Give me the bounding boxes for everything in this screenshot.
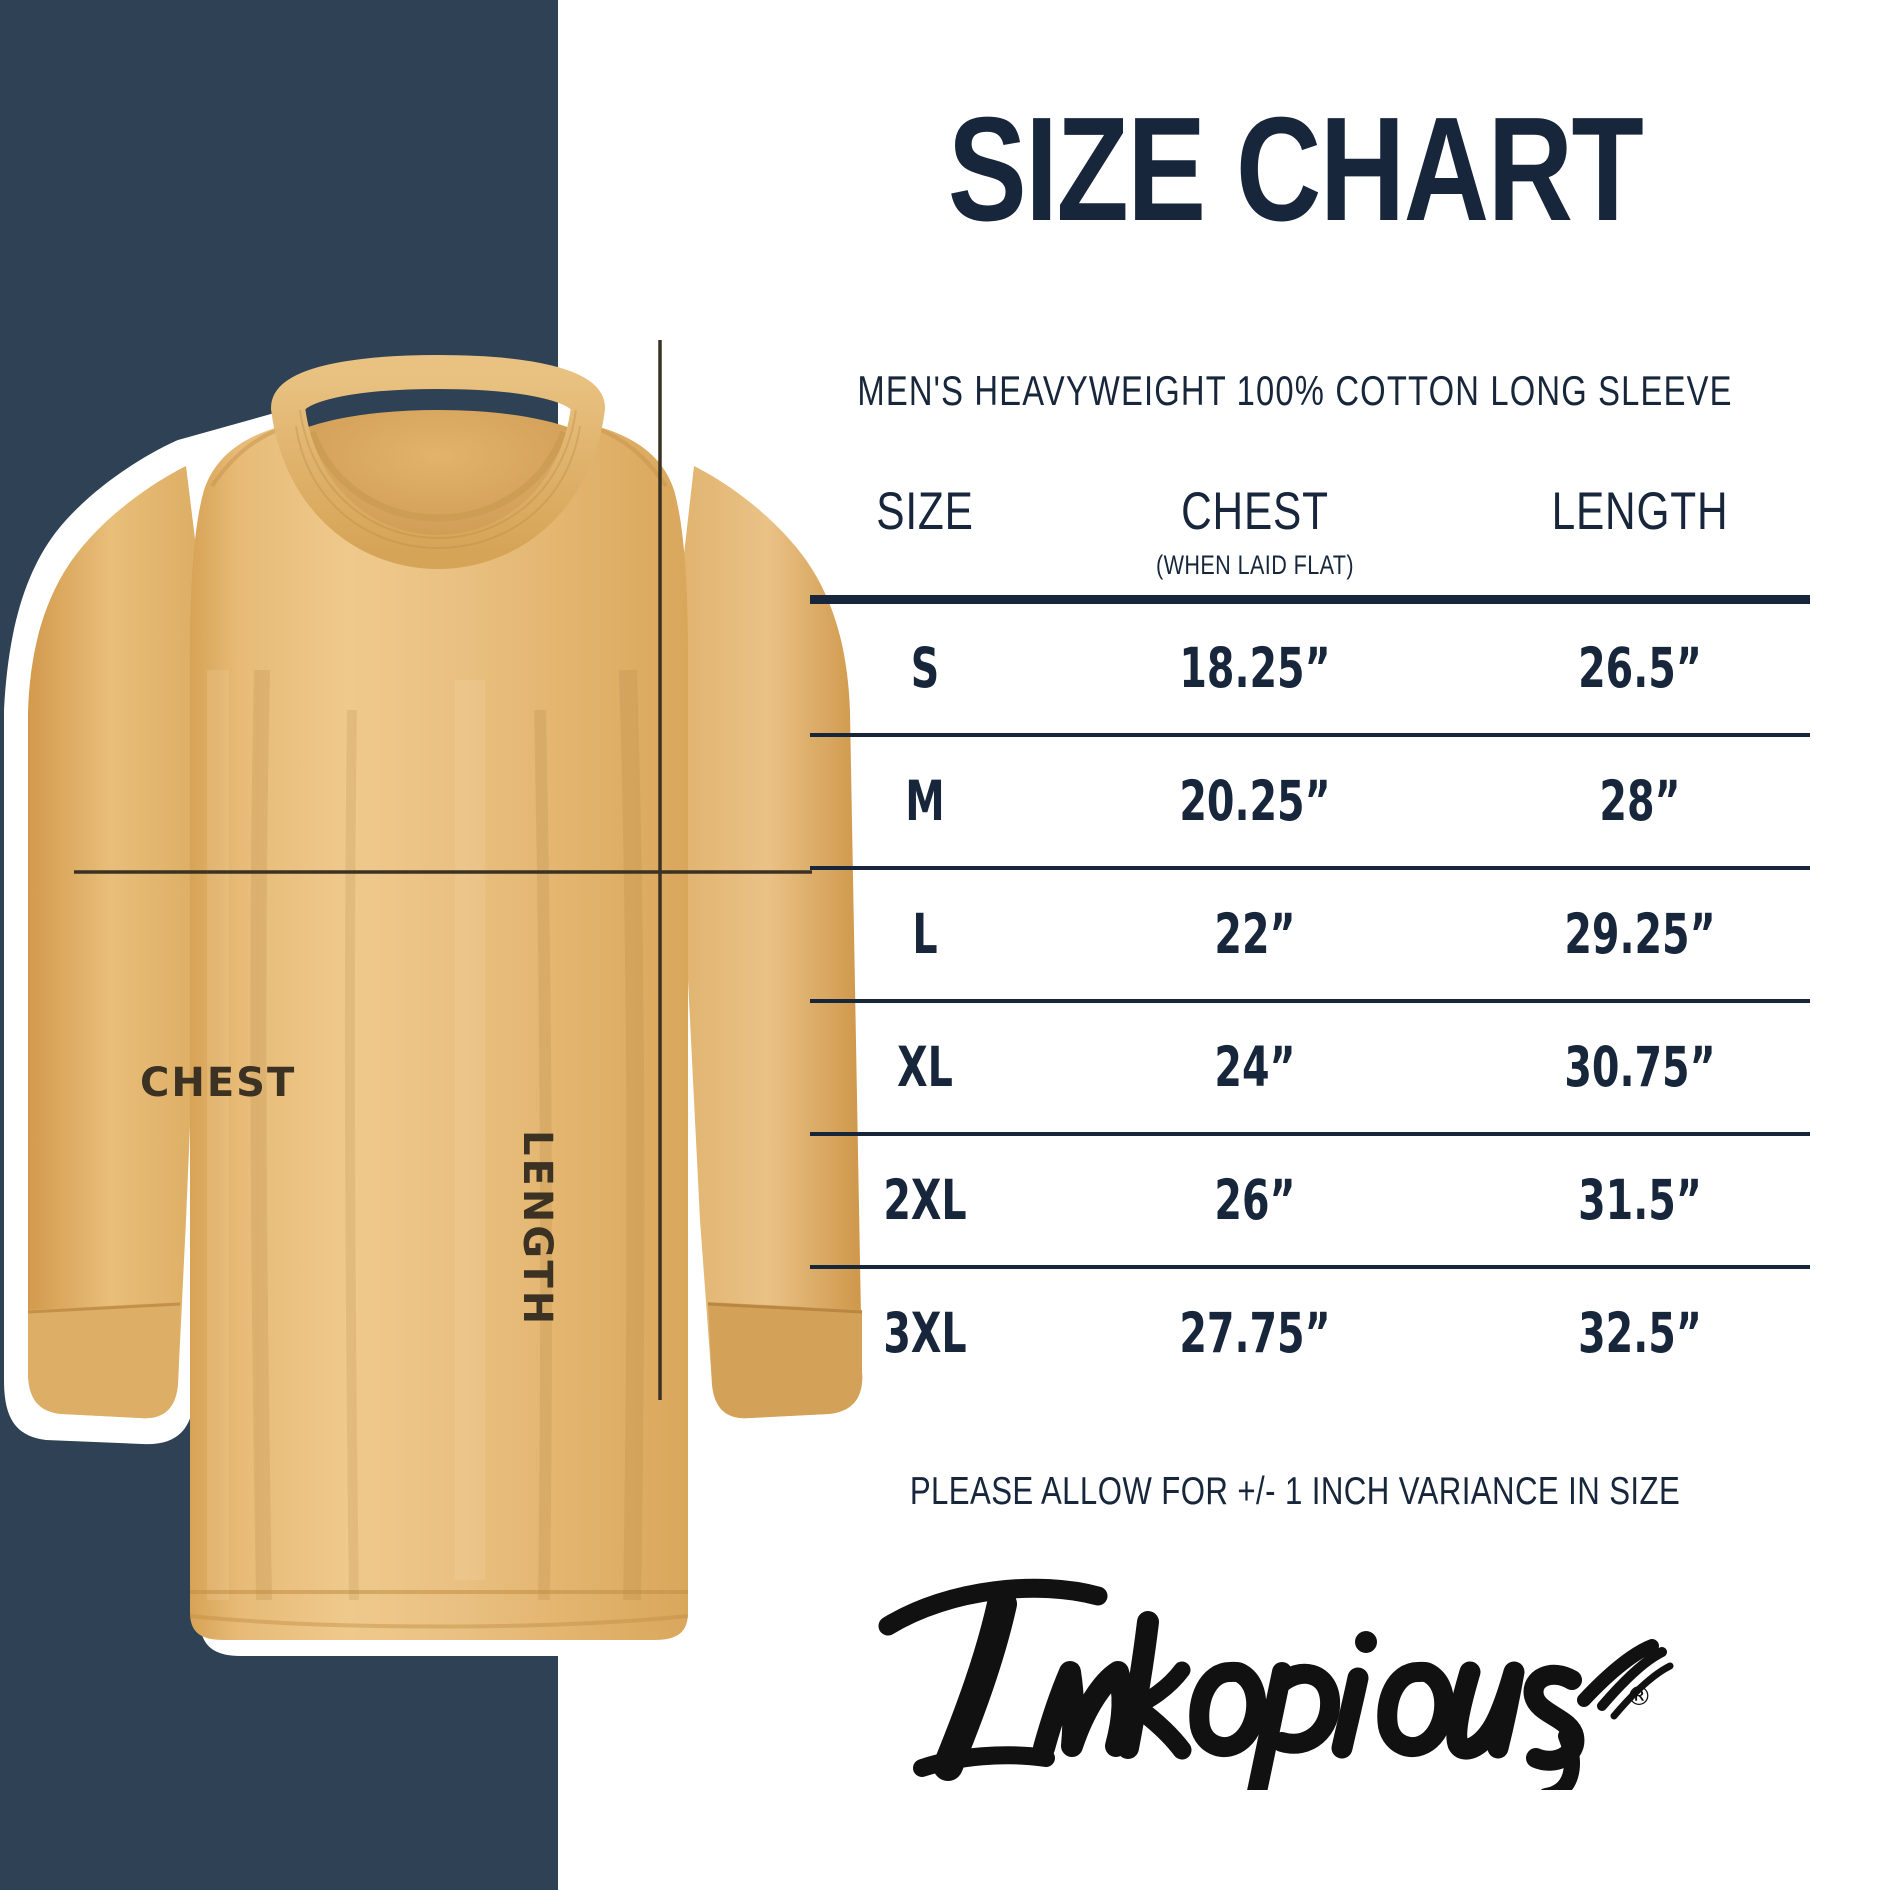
inkopious-wordmark-icon <box>878 1578 1674 1816</box>
table-row: 3XL 27.75” 32.5” <box>810 1269 1810 1398</box>
table-row: L 22” 29.25” <box>810 870 1810 999</box>
column-header-length: LENGTH <box>1551 482 1729 541</box>
table-header-rule <box>810 595 1810 604</box>
left-cuff <box>28 1302 180 1419</box>
fabric-folds <box>250 669 645 1601</box>
registered-trademark-icon: ® <box>1626 1682 1652 1712</box>
column-header-chest-note: (WHEN LAID FLAT) <box>1155 550 1354 580</box>
size-table: SIZE CHEST (WHEN LAID FLAT) LENGTH S 18.… <box>810 485 1810 1398</box>
cell-chest: 22” <box>1214 902 1296 966</box>
collar-ribbing <box>295 409 581 550</box>
table-row-divider <box>810 1265 1810 1269</box>
cell-length: 26.5” <box>1578 636 1702 700</box>
cell-size: M <box>905 769 945 833</box>
right-cuff <box>708 1302 863 1419</box>
shirt-illustration <box>4 354 887 1656</box>
table-header-row: SIZE CHEST (WHEN LAID FLAT) LENGTH <box>810 485 1810 595</box>
chart-content: SIZE CHART MEN'S HEAVYWEIGHT 100% COTTON… <box>700 0 1890 1890</box>
cell-chest: 26” <box>1214 1168 1296 1232</box>
cell-size: 2XL <box>883 1168 967 1232</box>
table-row-divider <box>810 866 1810 870</box>
collar-rib <box>270 354 606 570</box>
cell-size: S <box>910 636 940 700</box>
brand-logo: ® <box>830 1560 1690 1816</box>
table-row: S 18.25” 26.5” <box>810 604 1810 733</box>
table-row: XL 24” 30.75” <box>810 1003 1810 1132</box>
table-row: M 20.25” 28” <box>810 737 1810 866</box>
measurement-guides <box>74 340 812 1400</box>
column-header-chest: CHEST <box>1181 482 1329 541</box>
page-subtitle: MEN'S HEAVYWEIGHT 100% COTTON LONG SLEEV… <box>857 367 1733 414</box>
table-row-divider <box>810 1132 1810 1136</box>
cell-chest: 24” <box>1214 1035 1296 1099</box>
variance-note: PLEASE ALLOW FOR +/- 1 INCH VARIANCE IN … <box>909 1470 1681 1513</box>
cell-length: 28” <box>1599 769 1681 833</box>
cell-chest: 27.75” <box>1179 1301 1331 1365</box>
column-header-size: SIZE <box>876 482 974 541</box>
cell-size: L <box>912 902 938 966</box>
page-title: SIZE CHART <box>947 87 1644 252</box>
cell-length: 29.25” <box>1564 902 1716 966</box>
cell-size: XL <box>897 1035 953 1099</box>
neck-opening <box>300 410 576 540</box>
cell-chest: 18.25” <box>1179 636 1331 700</box>
length-measure-label: LENGTH <box>514 1130 560 1328</box>
table-row: 2XL 26” 31.5” <box>810 1136 1810 1265</box>
cell-length: 32.5” <box>1578 1301 1702 1365</box>
cell-chest: 20.25” <box>1179 769 1331 833</box>
shirt-figure: CHEST LENGTH <box>0 240 900 1670</box>
table-row-divider <box>810 733 1810 737</box>
cell-length: 31.5” <box>1578 1168 1702 1232</box>
right-sleeve <box>672 466 863 1419</box>
table-row-divider <box>810 999 1810 1003</box>
chest-measure-label: CHEST <box>140 1060 297 1106</box>
cell-size: 3XL <box>883 1301 967 1365</box>
shirt-body <box>190 426 688 1640</box>
cell-length: 30.75” <box>1564 1035 1716 1099</box>
left-sleeve <box>28 466 210 1419</box>
